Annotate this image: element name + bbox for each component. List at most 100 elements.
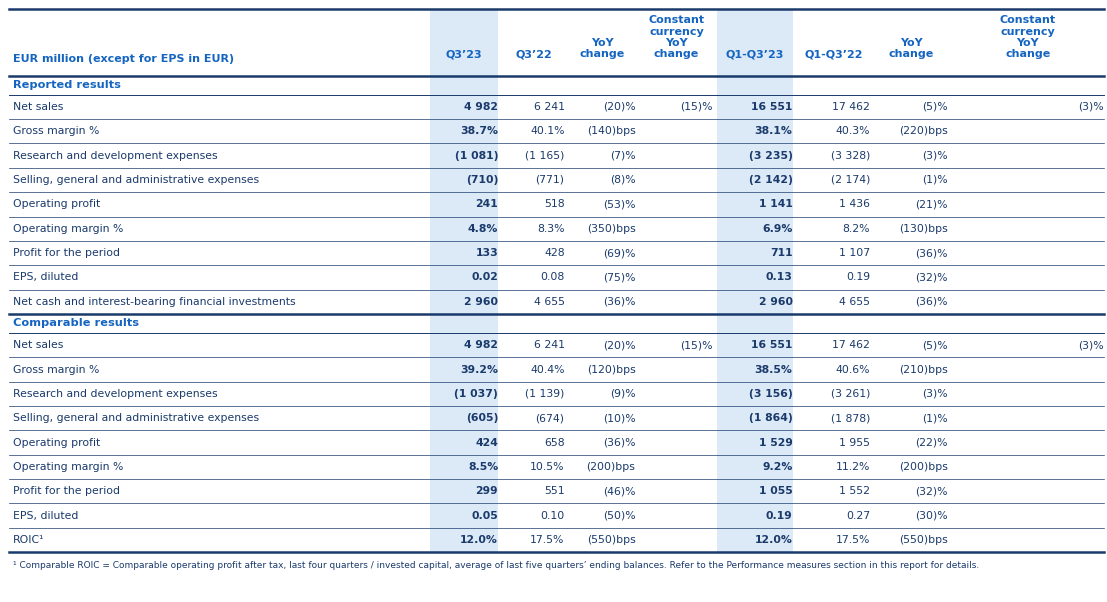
Bar — [430, 314, 498, 333]
Text: 17 462: 17 462 — [832, 340, 870, 350]
Text: (200)bps: (200)bps — [899, 462, 948, 472]
Text: (5)%: (5)% — [922, 340, 948, 350]
Text: Q3’22: Q3’22 — [515, 49, 552, 59]
Bar — [717, 241, 793, 265]
Text: Research and development expenses: Research and development expenses — [13, 389, 218, 399]
Text: 39.2%: 39.2% — [461, 364, 498, 374]
Bar — [717, 528, 793, 552]
Bar — [717, 265, 793, 290]
Text: (36)%: (36)% — [915, 248, 948, 258]
Text: (120)bps: (120)bps — [587, 364, 635, 374]
Text: (9)%: (9)% — [610, 389, 635, 399]
Text: 9.2%: 9.2% — [763, 462, 793, 472]
Text: Net cash and interest-bearing financial investments: Net cash and interest-bearing financial … — [13, 297, 296, 306]
Text: 2 960: 2 960 — [464, 297, 498, 306]
Bar — [430, 9, 498, 76]
Text: (1 878): (1 878) — [830, 413, 870, 423]
Text: (50)%: (50)% — [603, 510, 635, 521]
Text: 10.5%: 10.5% — [530, 462, 565, 472]
Text: EPS, diluted: EPS, diluted — [13, 510, 79, 521]
Text: Profit for the period: Profit for the period — [13, 248, 121, 258]
Text: 16 551: 16 551 — [752, 102, 793, 112]
Text: (75)%: (75)% — [603, 272, 635, 282]
Text: (46)%: (46)% — [603, 486, 635, 496]
Text: Operating margin %: Operating margin % — [13, 224, 124, 234]
Text: 658: 658 — [544, 438, 565, 447]
Text: 1 955: 1 955 — [839, 438, 870, 447]
Bar — [430, 430, 498, 455]
Text: (5)%: (5)% — [922, 102, 948, 112]
Bar — [717, 479, 793, 503]
Bar — [717, 333, 793, 358]
Bar — [717, 314, 793, 333]
Text: Q1-Q3’22: Q1-Q3’22 — [805, 49, 862, 59]
Text: 16 551: 16 551 — [752, 340, 793, 350]
Text: (140)bps: (140)bps — [587, 126, 635, 136]
Text: 17 462: 17 462 — [832, 102, 870, 112]
Bar — [430, 382, 498, 406]
Text: Constant
currency
YoY
change: Constant currency YoY change — [649, 16, 704, 59]
Text: Operating margin %: Operating margin % — [13, 462, 124, 472]
Text: (36)%: (36)% — [915, 297, 948, 306]
Text: 1 141: 1 141 — [758, 199, 793, 209]
Text: 711: 711 — [770, 248, 793, 258]
Text: (22)%: (22)% — [915, 438, 948, 447]
Text: (3)%: (3)% — [922, 389, 948, 399]
Text: 1 552: 1 552 — [839, 486, 870, 496]
Text: (53)%: (53)% — [603, 199, 635, 209]
Text: 40.3%: 40.3% — [836, 126, 870, 136]
Text: (32)%: (32)% — [915, 486, 948, 496]
Text: YoY
change: YoY change — [580, 38, 624, 59]
Bar — [430, 143, 498, 168]
Text: (1 081): (1 081) — [455, 150, 498, 161]
Text: (1 165): (1 165) — [525, 150, 565, 161]
Text: (30)%: (30)% — [915, 510, 948, 521]
Text: EUR million (except for EPS in EUR): EUR million (except for EPS in EUR) — [13, 54, 235, 64]
Text: Selling, general and administrative expenses: Selling, general and administrative expe… — [13, 175, 259, 185]
Bar — [430, 503, 498, 528]
Text: 8.3%: 8.3% — [537, 224, 565, 234]
Text: (350)bps: (350)bps — [587, 224, 635, 234]
Text: (32)%: (32)% — [915, 272, 948, 282]
Text: 0.13: 0.13 — [766, 272, 793, 282]
Bar — [717, 95, 793, 119]
Text: (15)%: (15)% — [681, 102, 713, 112]
Bar — [430, 406, 498, 430]
Text: 6 241: 6 241 — [534, 340, 565, 350]
Text: 6.9%: 6.9% — [763, 224, 793, 234]
Text: (771): (771) — [536, 175, 565, 185]
Text: (1 864): (1 864) — [748, 413, 793, 423]
Text: 40.1%: 40.1% — [530, 126, 565, 136]
Bar — [430, 358, 498, 382]
Bar — [717, 119, 793, 143]
Text: Q1-Q3’23: Q1-Q3’23 — [726, 49, 784, 59]
Text: Comparable results: Comparable results — [13, 318, 139, 329]
Text: (220)bps: (220)bps — [899, 126, 948, 136]
Text: (8)%: (8)% — [610, 175, 635, 185]
Text: 551: 551 — [544, 486, 565, 496]
Text: 0.02: 0.02 — [472, 272, 498, 282]
Text: (3)%: (3)% — [922, 150, 948, 161]
Text: (550)bps: (550)bps — [587, 535, 635, 545]
Text: 4 982: 4 982 — [464, 340, 498, 350]
Bar — [430, 168, 498, 192]
Bar — [717, 382, 793, 406]
Text: Net sales: Net sales — [13, 340, 64, 350]
Text: 12.0%: 12.0% — [461, 535, 498, 545]
Bar — [717, 76, 793, 95]
Text: 40.4%: 40.4% — [530, 364, 565, 374]
Bar — [430, 265, 498, 290]
Text: 12.0%: 12.0% — [755, 535, 793, 545]
Text: (2 174): (2 174) — [830, 175, 870, 185]
Text: Selling, general and administrative expenses: Selling, general and administrative expe… — [13, 413, 259, 423]
Bar — [430, 528, 498, 552]
Text: Net sales: Net sales — [13, 102, 64, 112]
Text: (3)%: (3)% — [1078, 102, 1104, 112]
Bar — [430, 119, 498, 143]
Text: Gross margin %: Gross margin % — [13, 364, 100, 374]
Text: (1 037): (1 037) — [454, 389, 498, 399]
Text: Operating profit: Operating profit — [13, 199, 101, 209]
Bar — [430, 479, 498, 503]
Text: (21)%: (21)% — [915, 199, 948, 209]
Text: 38.5%: 38.5% — [755, 364, 793, 374]
